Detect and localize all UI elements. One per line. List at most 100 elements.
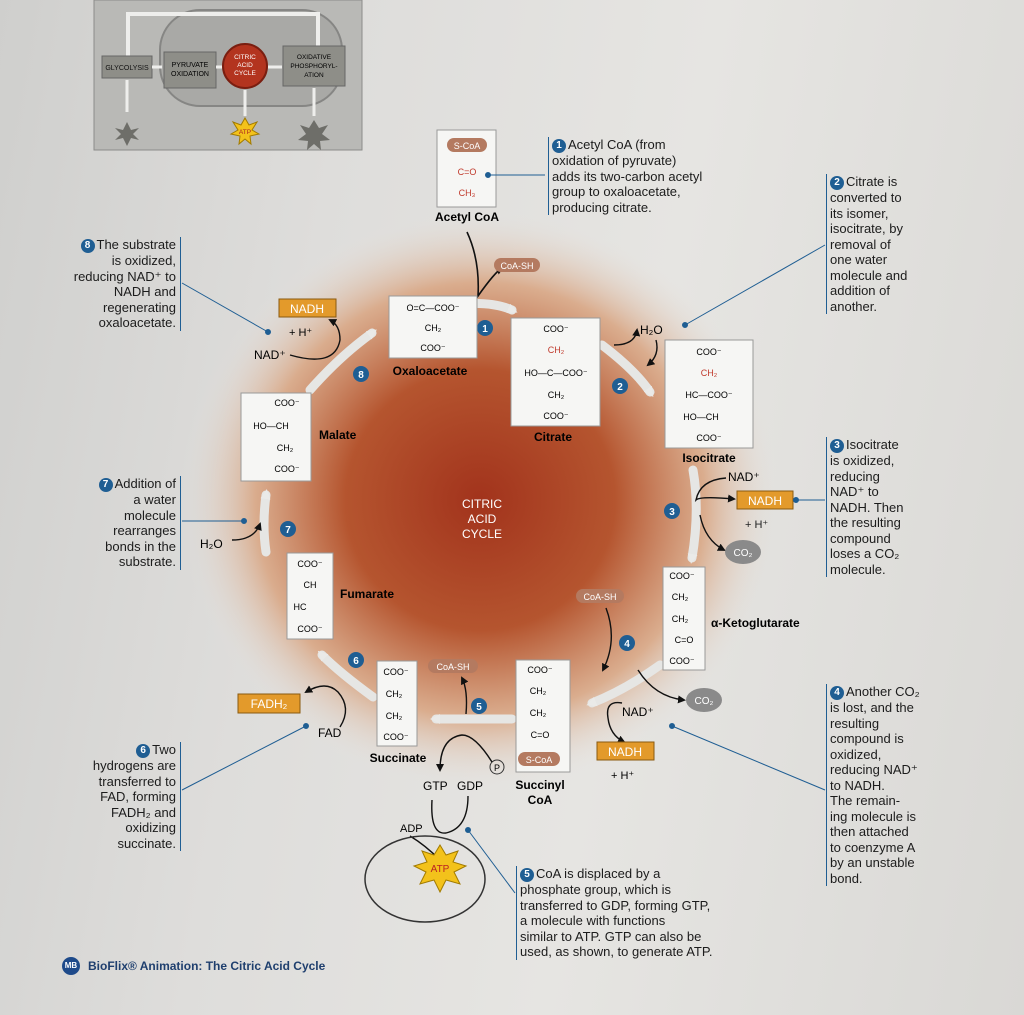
oxidative-phosphorylation-box xyxy=(282,45,346,87)
step-badge-2 xyxy=(612,378,628,394)
atp-ellipse xyxy=(364,835,486,923)
fumarate-row-1: COO⁻ xyxy=(297,559,323,569)
malate-row-1: COO⁻ xyxy=(274,398,300,408)
fadh2-label: FADH₂ xyxy=(251,697,288,711)
ox-phos-atp-burst xyxy=(298,120,330,150)
center-label-1: CITRIC xyxy=(462,497,502,511)
coa-sh-pill-2 xyxy=(576,589,624,603)
akg-row-5: COO⁻ xyxy=(669,656,695,666)
citrate-row-5: COO⁻ xyxy=(543,411,569,421)
oxaloacetate-row-2: CH₂ xyxy=(425,323,442,333)
caption-step-7-text: Addition of a water molecule rearranges … xyxy=(105,476,176,569)
step-number-6: 6 xyxy=(353,656,359,667)
fumarate-molecule: COO⁻ CH HC COO⁻ Fumarate xyxy=(286,552,394,640)
step8-arrow xyxy=(305,328,377,395)
caption-step-2: 2 Citrate is converted to its isomer, iso… xyxy=(826,174,936,314)
fumarate-name: Fumarate xyxy=(340,587,394,601)
co2-release-arrow-3 xyxy=(699,514,726,551)
co2-label-4: CO₂ xyxy=(695,696,714,707)
pyruvate-oxidation-box xyxy=(163,51,217,89)
gtp-gdp-loop xyxy=(431,795,469,834)
caption-step-1-badge: 1 xyxy=(552,139,566,153)
isocitrate-row-3: HC—COO⁻ xyxy=(685,390,732,400)
step-badge-3 xyxy=(664,503,680,519)
step-number-7: 7 xyxy=(285,525,291,536)
caption-step-7-badge: 7 xyxy=(98,478,113,492)
coa-sh-label-1: CoA-SH xyxy=(500,261,533,271)
nadh-label-8: NADH xyxy=(290,302,324,316)
coa-sh-label-3: CoA-SH xyxy=(436,662,469,672)
caption-step-1-text: Acetyl CoA (from oxidation of pyruvate) … xyxy=(552,137,703,215)
nad-label-8: NAD⁺ xyxy=(254,348,286,362)
caption-step-1: 1 Acetyl CoA (from oxidation of pyruvate)… xyxy=(548,137,758,215)
fadh2-box xyxy=(237,693,301,714)
oxaloacetate-row-1: O=C—COO⁻ xyxy=(406,303,459,313)
oxaloacetate-molecule: O=C—COO⁻ CH₂ COO⁻ Oxaloacetate xyxy=(388,295,478,378)
caption-step-8-badge: 8 xyxy=(80,239,95,253)
nadh-label-3: NADH xyxy=(748,494,782,508)
citrate-row-1: COO⁻ xyxy=(543,324,569,334)
overview-atp-burst xyxy=(229,116,261,146)
step-badge-8 xyxy=(353,366,369,382)
gdp-label: GDP xyxy=(457,779,483,793)
co2-label-3: CO₂ xyxy=(734,548,753,559)
coa-sh-release-arrow-3 xyxy=(461,676,469,715)
citric-acid-cycle-highlight xyxy=(222,43,268,89)
caption-step-3: 3 Isocitrate is oxidized, reducing NAD⁺ t… xyxy=(826,437,936,577)
akg-row-4: C=O xyxy=(675,635,694,645)
caption-step-6: 6 Two hydrogens are transferred to FAD, f… xyxy=(68,742,181,851)
succinyl-coa-name-2: CoA xyxy=(528,793,553,807)
pathway-overview-inset: GLYCOLYSIS PYRUVATE OXIDATION CITRIC ACI… xyxy=(93,0,363,151)
succinate-row-2: CH₂ xyxy=(386,689,403,699)
atp-label: ATP xyxy=(431,864,450,875)
mastering-biology-icon: MB xyxy=(62,957,80,975)
alpha-ketoglutarate-molecule: COO⁻ CH₂ CH₂ C=O COO⁻ α-Ketoglutarate xyxy=(662,566,800,671)
isocitrate-row-5: COO⁻ xyxy=(696,433,722,443)
akg-row-3: CH₂ xyxy=(672,614,689,624)
overview-cac-label-3: CYCLE xyxy=(234,70,256,77)
caption-step-7: 7 Addition of a water molecule rearranges… xyxy=(68,476,181,570)
nad-label-3: NAD⁺ xyxy=(728,470,760,484)
coa-sh-pill-3 xyxy=(428,659,478,673)
step-number-1: 1 xyxy=(482,324,488,335)
coa-sh-label-2: CoA-SH xyxy=(583,592,616,602)
malate-row-2: HO—CH xyxy=(253,421,289,431)
succinate-molecule: COO⁻ CH₂ CH₂ COO⁻ Succinate xyxy=(370,660,427,765)
isocitrate-name: Isocitrate xyxy=(682,451,736,465)
step-badge-1 xyxy=(477,320,493,336)
nad-label-4: NAD⁺ xyxy=(622,705,654,719)
bioflix-footer[interactable]: MB BioFlix® Animation: The Citric Acid Cy… xyxy=(62,957,325,975)
succinyl-coa-molecule: COO⁻ CH₂ CH₂ C=O S-CoA Succinyl CoA xyxy=(515,659,571,807)
step-number-3: 3 xyxy=(669,507,675,518)
adp-label: ADP xyxy=(400,823,423,835)
caption-step-3-text: Isocitrate is oxidized, reducing NAD⁺ to… xyxy=(830,437,904,577)
malate-name: Malate xyxy=(319,428,357,442)
fumarate-row-3: HC xyxy=(294,602,307,612)
caption-step-6-badge: 6 xyxy=(136,744,151,758)
co2-circle-4 xyxy=(686,688,722,712)
caption-step-3-badge: 3 xyxy=(830,439,844,453)
acetyl-row-2: CH₃ xyxy=(459,188,476,198)
atp-burst xyxy=(412,844,468,894)
step-badge-7 xyxy=(280,521,296,537)
oxaloacetate-name: Oxaloacetate xyxy=(393,364,468,378)
ox-phos-label-1: OXIDATIVE xyxy=(297,54,332,61)
caption-step-4: 4 Another CO₂ is lost, and the resulting … xyxy=(826,684,941,886)
fad-label: FAD xyxy=(318,726,342,740)
nadh-label-4: NADH xyxy=(608,745,642,759)
nad-reduction-arrow-8 xyxy=(289,319,341,360)
citrate-row-2: CH₂ xyxy=(548,345,565,355)
center-label-2: ACID xyxy=(468,512,497,526)
acetyl-scoa-pill xyxy=(447,138,487,152)
isocitrate-row-2: CH₂ xyxy=(701,368,718,378)
step3-arrow xyxy=(687,465,701,564)
caption-step-5-badge: 5 xyxy=(520,868,534,882)
succinyl-row-4: C=O xyxy=(531,730,550,740)
caption-step-4-badge: 4 xyxy=(830,686,844,700)
h2o-label-1: H₂O xyxy=(200,537,223,551)
overview-cac-label-1: CITRIC xyxy=(234,54,256,61)
h-label-3: + H⁺ xyxy=(745,519,768,531)
bioflix-link[interactable]: BioFlix® Animation: The Citric Acid Cycl… xyxy=(88,959,326,973)
h2o-in-arrow xyxy=(646,339,658,367)
isocitrate-row-4: HO—CH xyxy=(683,412,719,422)
